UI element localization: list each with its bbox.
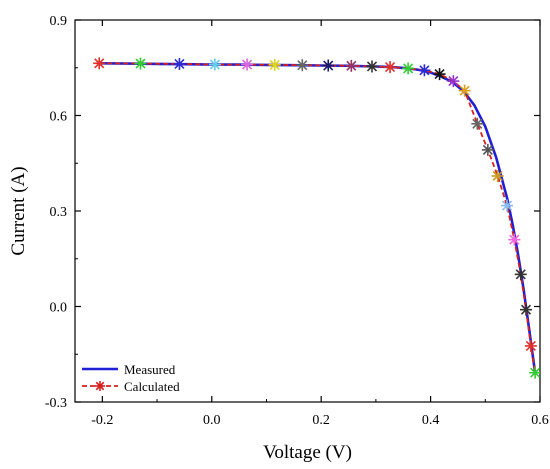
x-tick-label: -0.2 [91,413,113,428]
series-line-calculated [99,62,536,373]
calculated-data-point [481,143,494,156]
x-axis-ticks: -0.2 0.0 0.2 0.4 0.6 [91,20,549,428]
x-tick-label: 0.2 [312,413,330,428]
y-tick-label: 0.9 [50,14,68,29]
x-axis-title: Voltage (V) [263,442,352,463]
calculated-data-point [365,60,378,73]
calculated-data-point [458,84,471,97]
calculated-data-point [418,64,431,77]
calculated-data-point [384,61,397,74]
calculated-data-point [241,58,254,71]
y-axis-ticks: -0.3 0.0 0.3 0.6 0.9 [45,14,540,411]
plot-frame [74,19,541,403]
calculated-data-point [508,233,521,246]
series-line-measured [99,62,537,373]
calculated-data-point [514,268,527,281]
y-tick-label: 0.3 [50,205,68,220]
legend-label-calculated: Calculated [124,379,180,394]
x-tick-label: 0.4 [422,413,440,428]
legend-label-measured: Measured [124,362,176,377]
calculated-data-point [524,339,537,352]
calculated-data-point [208,58,221,71]
calculated-data-point [93,57,106,70]
calculated-data-point [322,59,335,72]
legend: Measured Calculated [82,362,180,394]
x-tick-label: 0.6 [531,413,549,428]
calculated-data-point [529,366,540,379]
calculated-data-point [134,57,147,70]
plot-border [74,19,541,403]
calculated-data-point [471,117,484,130]
x-tick-label: 0.0 [203,413,221,428]
calculated-data-point [501,199,514,212]
y-tick-label: 0.6 [50,110,68,125]
calculated-data-point [268,58,281,71]
calculated-data-point [173,57,186,70]
calculated-data-point [447,75,460,88]
calculated-data-point [519,303,532,316]
legend-marker-calculated [95,381,105,391]
calculated-data-point [345,59,358,72]
y-tick-label: 0.0 [50,301,68,316]
calculated-data-point [296,59,309,72]
y-axis-title: Current (A) [8,166,29,255]
calculated-data-point [433,68,446,81]
calculated-data-point [402,62,415,75]
series-layer [93,57,540,379]
y-tick-label: -0.3 [45,396,67,411]
calculated-data-point [491,169,504,182]
